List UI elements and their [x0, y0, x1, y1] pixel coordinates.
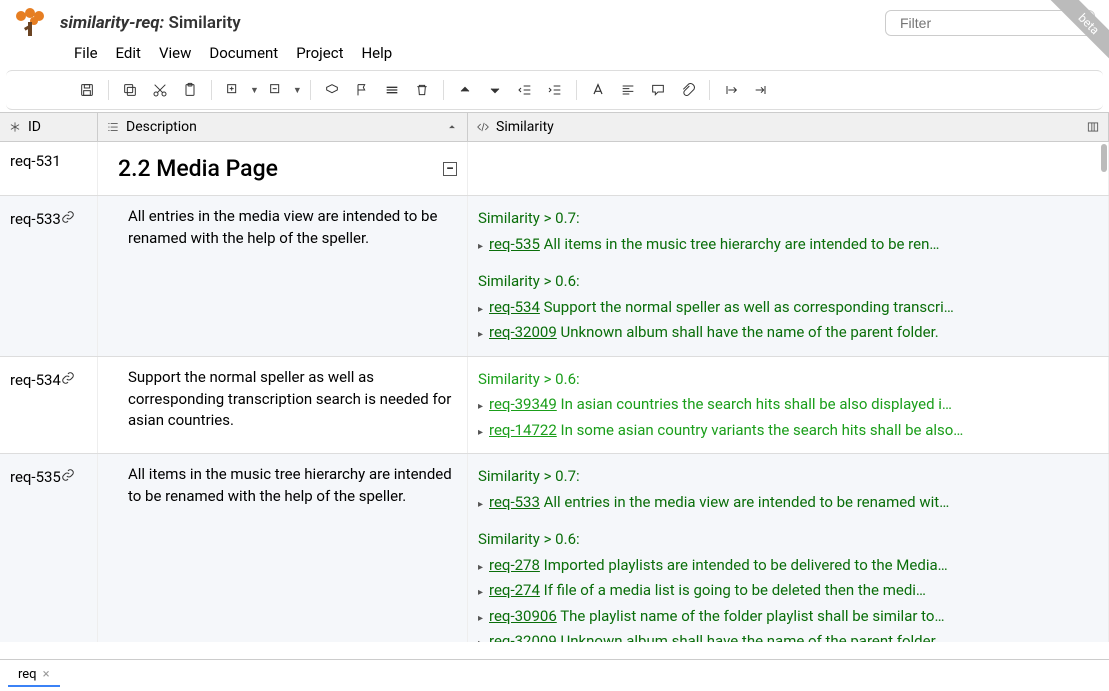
col-header-similarity[interactable]: Similarity [468, 113, 1109, 141]
tag-icon[interactable] [319, 77, 345, 103]
app-logo [14, 8, 48, 38]
sort-up-icon [445, 120, 459, 134]
go-end-icon[interactable] [748, 77, 774, 103]
menu-help[interactable]: Help [361, 44, 392, 62]
row-similarity: Similarity > 0.7:▸req-533 All entries in… [468, 454, 1109, 642]
row-description: Support the normal speller as well as co… [98, 357, 468, 454]
similarity-item: ▸req-32009 Unknown album shall have the … [478, 320, 1098, 346]
similarity-threshold: Similarity > 0.7: [478, 206, 1098, 232]
asterisk-icon [8, 120, 22, 134]
similarity-threshold: Similarity > 0.7: [478, 464, 1098, 490]
table-row[interactable]: req-5312.2 Media Page− [0, 142, 1109, 196]
menu-view[interactable]: View [159, 44, 191, 62]
row-id: req-531 [0, 142, 98, 195]
req-link[interactable]: req-274 [489, 581, 540, 599]
req-link[interactable]: req-535 [489, 235, 540, 253]
filter-input[interactable] [894, 15, 1087, 31]
table-row[interactable]: req-535All items in the music tree hiera… [0, 454, 1109, 642]
req-link[interactable]: req-278 [489, 556, 540, 574]
menu-file[interactable]: File [74, 44, 98, 62]
similarity-item: ▸req-534 Support the normal speller as w… [478, 295, 1098, 321]
similarity-item: ▸req-274 If file of a media list is goin… [478, 578, 1098, 604]
link-icon[interactable] [61, 468, 75, 486]
cut-icon[interactable] [147, 77, 173, 103]
menu-document[interactable]: Document [209, 44, 278, 62]
toolbar: ▼ ▼ [6, 70, 1103, 110]
stack-icon[interactable] [379, 77, 405, 103]
row-similarity [468, 142, 1109, 195]
row-id: req-534 [0, 357, 98, 454]
row-similarity: Similarity > 0.7:▸req-535 All items in t… [468, 196, 1109, 356]
col-header-id[interactable]: ID [0, 113, 98, 141]
table-row[interactable]: req-534Support the normal speller as wel… [0, 357, 1109, 455]
row-similarity: Similarity > 0.6:▸req-39349 In asian cou… [468, 357, 1109, 454]
similarity-threshold: Similarity > 0.6: [478, 367, 1098, 393]
similarity-threshold: Similarity > 0.6: [478, 269, 1098, 295]
collapse-icon[interactable]: − [443, 162, 457, 176]
align-icon[interactable] [615, 77, 641, 103]
close-icon[interactable]: × [43, 667, 50, 682]
row-description: All items in the music tree hierarchy ar… [98, 454, 468, 642]
copy-icon[interactable] [117, 77, 143, 103]
req-link[interactable]: req-39349 [489, 395, 557, 413]
row-id: req-535 [0, 454, 98, 642]
req-link[interactable]: req-533 [489, 493, 540, 511]
go-start-icon[interactable] [718, 77, 744, 103]
req-link[interactable]: req-30906 [489, 607, 557, 625]
req-link[interactable]: req-32009 [489, 323, 557, 341]
font-icon[interactable] [585, 77, 611, 103]
similarity-threshold: Similarity > 0.6: [478, 527, 1098, 553]
similarity-item: ▸req-39349 In asian countries the search… [478, 392, 1098, 418]
row-description: All entries in the media view are intend… [98, 196, 468, 356]
remove-icon[interactable] [263, 77, 289, 103]
app-header: similarity-req: Similarity [0, 0, 1109, 44]
comment-icon[interactable] [645, 77, 671, 103]
bottom-tabs: req × [0, 659, 1109, 691]
similarity-item: ▸req-30906 The playlist name of the fold… [478, 604, 1098, 630]
row-id: req-533 [0, 196, 98, 356]
similarity-item: ▸req-14722 In some asian country variant… [478, 418, 1098, 444]
indent-icon[interactable] [542, 77, 568, 103]
add-icon[interactable] [220, 77, 246, 103]
attach-icon[interactable] [675, 77, 701, 103]
req-link[interactable]: req-32009 [489, 632, 557, 642]
paste-icon[interactable] [177, 77, 203, 103]
outdent-icon[interactable] [512, 77, 538, 103]
columns-icon[interactable] [1086, 120, 1100, 134]
menubar: File Edit View Document Project Help [0, 44, 1109, 68]
similarity-item: ▸req-32009 Unknown album shall have the … [478, 629, 1098, 642]
column-headers: ID Description Similarity [0, 112, 1109, 142]
col-header-description[interactable]: Description [98, 113, 468, 141]
row-description: 2.2 Media Page− [98, 142, 468, 195]
scrollbar-thumb[interactable] [1101, 144, 1107, 172]
save-icon[interactable] [74, 77, 100, 103]
move-down-icon[interactable] [482, 77, 508, 103]
move-up-icon[interactable] [452, 77, 478, 103]
similarity-item: ▸req-535 All items in the music tree hie… [478, 232, 1098, 258]
trash-icon[interactable] [409, 77, 435, 103]
filter-box[interactable] [885, 10, 1095, 36]
tab-req[interactable]: req × [8, 664, 60, 687]
req-link[interactable]: req-534 [489, 298, 540, 316]
menu-edit[interactable]: Edit [116, 44, 141, 62]
link-icon[interactable] [61, 210, 75, 228]
list-icon [106, 120, 120, 134]
link-icon[interactable] [61, 371, 75, 389]
flag-icon[interactable] [349, 77, 375, 103]
req-link[interactable]: req-14722 [489, 421, 557, 439]
app-title: similarity-req: Similarity [60, 13, 873, 33]
rows-container: req-5312.2 Media Page−req-533All entries… [0, 142, 1109, 642]
similarity-item: ▸req-278 Imported playlists are intended… [478, 553, 1098, 579]
similarity-item: ▸req-533 All entries in the media view a… [478, 490, 1098, 516]
table-row[interactable]: req-533All entries in the media view are… [0, 196, 1109, 357]
code-icon [476, 120, 490, 134]
menu-project[interactable]: Project [296, 44, 343, 62]
